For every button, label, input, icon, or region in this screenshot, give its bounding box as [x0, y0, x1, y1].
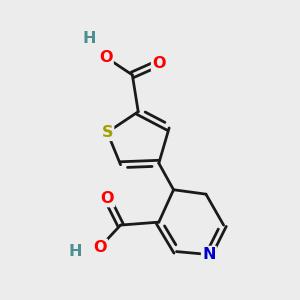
Text: O: O [100, 191, 114, 206]
Text: S: S [102, 125, 113, 140]
Text: O: O [93, 240, 107, 255]
Text: O: O [152, 56, 166, 70]
Text: O: O [99, 50, 112, 65]
Text: H: H [68, 244, 82, 259]
Text: N: N [202, 247, 216, 262]
Text: H: H [83, 31, 96, 46]
